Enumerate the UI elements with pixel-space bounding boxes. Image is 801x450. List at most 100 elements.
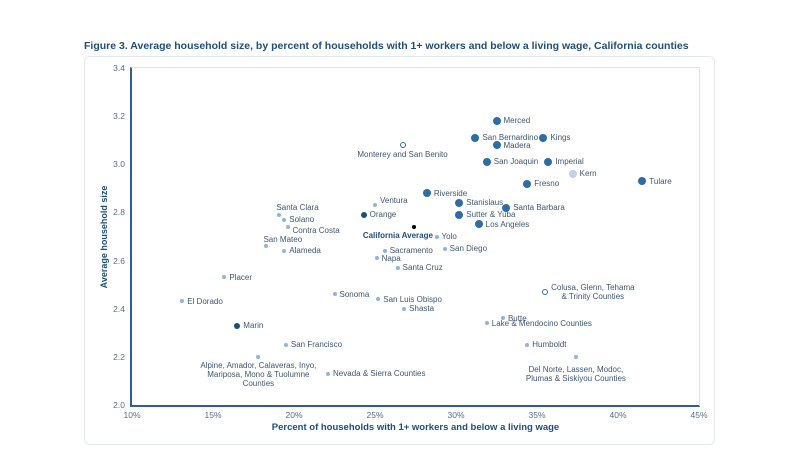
- point-label-yolo: Yolo: [441, 232, 457, 241]
- data-point-humboldt: [525, 342, 530, 347]
- x-tick-40: 40%: [609, 410, 627, 420]
- point-label-san-diego: San Diego: [449, 244, 488, 254]
- data-point-sutter-yuba: [455, 210, 464, 219]
- x-tick-25: 25%: [366, 410, 384, 420]
- data-point-el-dorado: [180, 299, 185, 304]
- data-point-sonoma: [332, 292, 337, 297]
- point-label-alpine-amador-calaveras-inyo-mariposa-mono-tuolumne-counties: Alpine, Amador, Calaveras, Inyo, Maripos…: [200, 360, 317, 388]
- x-tick-15: 15%: [204, 410, 222, 420]
- data-point-alameda: [282, 248, 287, 253]
- point-label-merced: Merced: [503, 116, 531, 126]
- data-point-del-norte-lassen-modoc-plumas-siskiyou-counties: [573, 354, 578, 359]
- data-point-marin: [234, 322, 241, 329]
- point-label-lake-mendocino-counties: Lake & Mendocino Counties: [491, 318, 592, 328]
- data-point-los-angeles: [474, 220, 483, 229]
- data-point-san-joaquin: [482, 157, 491, 166]
- x-tick-45: 45%: [690, 410, 708, 420]
- data-point-shasta: [402, 306, 407, 311]
- point-label-nevada-sierra-counties: Nevada & Sierra Counties: [333, 369, 426, 379]
- y-tick-3.0: 3.0: [113, 159, 125, 170]
- point-label-shasta: Shasta: [409, 304, 435, 314]
- data-point-santa-clara: [277, 212, 282, 217]
- data-point-alpine-amador-calaveras-inyo-mariposa-mono-tuolumne-counties: [256, 354, 261, 359]
- point-label-fresno: Fresno: [534, 179, 560, 189]
- data-point-contra-costa: [285, 224, 290, 229]
- point-label-alameda: Alameda: [289, 246, 321, 256]
- point-label-san-luis-obispo: San Luis Obispo: [383, 294, 442, 304]
- point-label-sonoma: Sonoma: [339, 289, 370, 299]
- data-point-kings: [539, 133, 548, 142]
- data-point-lake-mendocino-counties: [484, 321, 489, 326]
- point-label-butte: Butte: [507, 313, 527, 323]
- point-label-san-francisco: San Francisco: [290, 340, 343, 350]
- x-tick-10: 10%: [123, 410, 141, 420]
- data-point-imperial: [544, 157, 553, 166]
- data-point-yolo: [434, 234, 439, 239]
- point-label-contra-costa: Contra Costa: [292, 226, 340, 236]
- x-tick-35: 35%: [528, 410, 546, 420]
- data-point-butte: [500, 316, 505, 321]
- data-point-napa: [374, 256, 379, 261]
- point-label-riverside: Riverside: [433, 188, 468, 198]
- data-point-tulare: [638, 177, 647, 186]
- point-label-santa-barbara: Santa Barbara: [513, 203, 565, 213]
- data-point-monterey-and-san-benito: [399, 142, 406, 149]
- y-tick-3.2: 3.2: [113, 111, 125, 122]
- point-label-san-joaquin: San Joaquin: [493, 157, 539, 167]
- x-tick-20: 20%: [285, 410, 303, 420]
- data-point-san-bernardino: [471, 133, 480, 142]
- data-point-fresno: [523, 179, 532, 188]
- point-label-madera: Madera: [503, 140, 531, 150]
- y-tick-2.2: 2.2: [113, 351, 125, 362]
- point-label-el-dorado: El Dorado: [187, 296, 223, 306]
- y-tick-3.4: 3.4: [113, 63, 125, 73]
- point-label-tulare: Tulare: [649, 176, 672, 186]
- point-label-humboldt: Humboldt: [532, 340, 567, 350]
- data-point-merced: [492, 116, 501, 125]
- point-label-sutter-yuba: Sutter & Yuba: [466, 210, 516, 220]
- data-point-santa-cruz: [395, 265, 400, 270]
- point-label-california-average: California Average: [362, 231, 433, 241]
- data-point-san-diego: [442, 246, 447, 251]
- point-label-napa: Napa: [381, 253, 401, 263]
- data-point-san-luis-obispo: [376, 297, 381, 302]
- chart-title: Figure 3. Average household size, by per…: [84, 40, 689, 52]
- data-point-riverside: [422, 189, 431, 198]
- point-label-colusa-glenn-tehama-trinity-counties: Colusa, Glenn, Tehama & Trinity Counties: [551, 282, 635, 301]
- chart-card: Average household size Percent of househ…: [84, 56, 715, 445]
- point-label-del-norte-lassen-modoc-plumas-siskiyou-counties: Del Norte, Lassen, Modoc, Plumas & Siski…: [525, 364, 626, 383]
- data-point-orange: [360, 211, 367, 218]
- point-label-san-bernardino: San Bernardino: [482, 133, 539, 143]
- data-point-madera: [492, 141, 501, 150]
- point-label-imperial: Imperial: [555, 157, 584, 167]
- point-label-solano: Solano: [289, 215, 315, 225]
- data-point-san-mateo: [264, 244, 269, 249]
- point-label-san-mateo: San Mateo: [263, 235, 303, 245]
- data-point-placer: [222, 275, 227, 280]
- data-point-stanislaus: [455, 198, 464, 207]
- y-tick-2.0: 2.0: [113, 400, 125, 410]
- y-axis-title: Average household size: [99, 185, 109, 288]
- point-label-marin: Marin: [243, 321, 264, 331]
- point-label-los-angeles: Los Angeles: [485, 219, 530, 229]
- data-point-nevada-sierra-counties: [326, 371, 331, 376]
- point-label-orange: Orange: [369, 210, 397, 220]
- point-label-placer: Placer: [229, 272, 253, 282]
- data-point-ventura: [373, 203, 377, 208]
- y-tick-2.8: 2.8: [113, 207, 125, 218]
- point-label-kern: Kern: [579, 169, 597, 179]
- point-label-kings: Kings: [550, 133, 571, 143]
- x-tick-30: 30%: [447, 410, 465, 420]
- data-point-california-average: [411, 224, 417, 230]
- data-point-colusa-glenn-tehama-trinity-counties: [542, 288, 549, 295]
- data-point-kern: [568, 169, 577, 178]
- y-tick-2.6: 2.6: [113, 255, 125, 266]
- data-point-san-francisco: [283, 342, 288, 347]
- point-label-stanislaus: Stanislaus: [466, 198, 504, 208]
- x-axis-title: Percent of households with 1+ workers an…: [271, 422, 560, 433]
- point-label-santa-cruz: Santa Cruz: [402, 263, 443, 273]
- point-label-santa-clara: Santa Clara: [276, 202, 319, 212]
- data-point-santa-barbara: [502, 203, 511, 212]
- data-point-solano: [282, 217, 287, 222]
- point-label-sacramento: Sacramento: [389, 246, 433, 256]
